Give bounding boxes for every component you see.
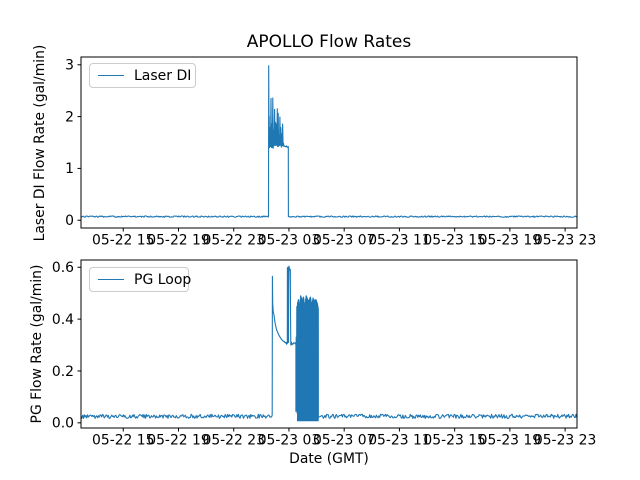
legend-label: PG Loop	[134, 271, 192, 288]
axes-frame	[80, 56, 578, 229]
x-tick-label: 05-22 15	[92, 433, 154, 449]
x-tick-label: 05-23 23	[534, 233, 596, 249]
chart-title: APOLLO Flow Rates	[246, 32, 412, 52]
x-tick-label: 05-22 19	[147, 233, 209, 249]
axes-frame	[80, 259, 578, 429]
x-tick-label: 05-23 23	[534, 433, 596, 449]
x-tick-label: 05-23 07	[313, 233, 375, 249]
y-tick-label: 0.6	[52, 260, 74, 276]
x-tick-label: 05-23 15	[423, 433, 485, 449]
x-tick-label: 05-23 03	[258, 233, 320, 249]
y-tick-label: 2	[65, 109, 74, 125]
y-axis-label-pg: PG Flow Rate (gal/min)	[29, 264, 45, 424]
legend-line-sample-icon	[98, 75, 124, 76]
x-tick-label: 05-22 23	[202, 233, 264, 249]
y-tick-label: 1	[65, 161, 74, 177]
x-tick-label: 05-22 23	[202, 433, 264, 449]
legend-label: Laser DI	[134, 67, 192, 84]
y-tick-label: 3	[65, 58, 74, 74]
y-tick-label: 0.2	[52, 364, 74, 380]
x-tick-label: 05-23 15	[423, 233, 485, 249]
x-tick-label: 05-22 15	[92, 233, 154, 249]
laser-di-line	[80, 65, 578, 218]
x-tick-label: 05-23 11	[368, 233, 430, 249]
legend-line-sample-icon	[98, 279, 124, 280]
pg-loop-line	[80, 265, 578, 419]
x-tick-label: 05-23 11	[368, 433, 430, 449]
legend-pg-loop: PG Loop	[89, 267, 192, 292]
x-tick-label: 05-23 19	[479, 233, 541, 249]
legend-laser-di: Laser DI	[89, 63, 196, 88]
y-tick-label: 0	[65, 213, 74, 229]
x-tick-label: 05-23 03	[258, 433, 320, 449]
x-tick-label: 05-22 19	[147, 433, 209, 449]
x-tick-label: 05-23 07	[313, 433, 375, 449]
x-tick-label: 05-23 19	[479, 433, 541, 449]
y-tick-label: 0.0	[52, 416, 74, 432]
x-axis-label: Date (GMT)	[289, 451, 369, 467]
pg-loop-dense-band	[297, 295, 319, 422]
y-tick-label: 0.4	[52, 312, 74, 328]
